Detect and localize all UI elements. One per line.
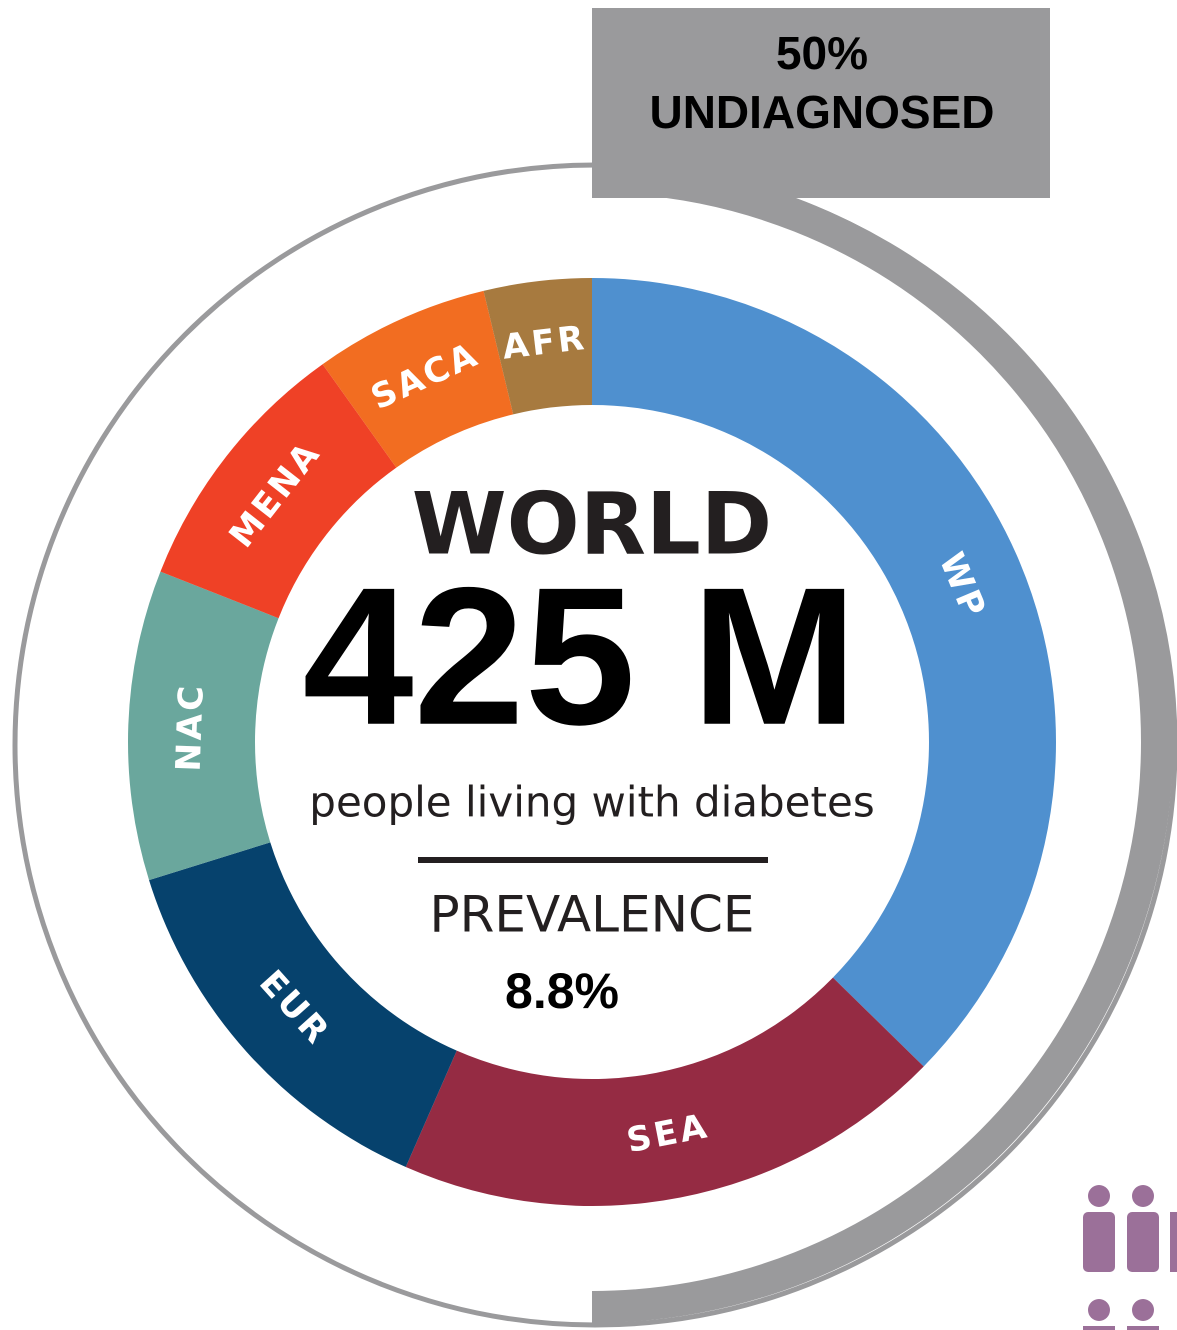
- people-icons: [1083, 1185, 1177, 1330]
- undiagnosed-value: 50%: [776, 27, 868, 79]
- prevalence-value: 8.8%: [505, 963, 619, 1019]
- segment: [127, 571, 279, 881]
- center-value: 425 M: [303, 547, 858, 766]
- segment-label: AFR: [500, 318, 589, 368]
- segment-label: NAC: [169, 682, 212, 772]
- segment: [592, 278, 1056, 1067]
- center-title: WORLD: [412, 474, 772, 574]
- segment: [483, 278, 592, 415]
- undiagnosed-arc: [591, 161, 1173, 1323]
- undiagnosed-label: UNDIAGNOSED: [649, 86, 994, 138]
- segment: [149, 842, 457, 1167]
- prevalence-label: PREVALENCE: [429, 886, 754, 944]
- center-subtitle: people living with diabetes: [309, 778, 874, 827]
- undiagnosed-box: [592, 8, 1050, 198]
- segment: [160, 364, 397, 619]
- segment: [322, 290, 514, 468]
- segment: [405, 977, 924, 1206]
